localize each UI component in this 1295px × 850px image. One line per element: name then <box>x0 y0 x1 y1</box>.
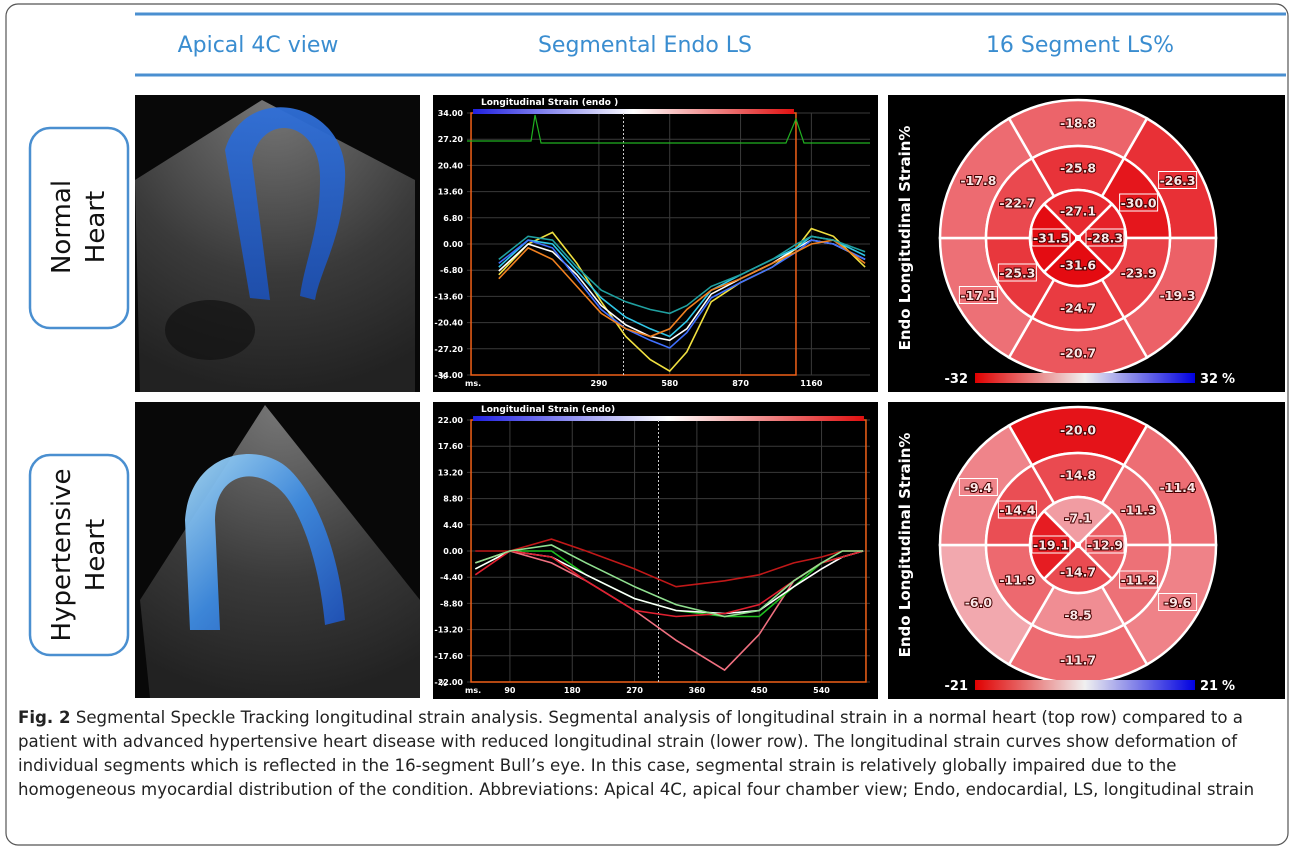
segment-label: -9.4 <box>965 480 993 495</box>
scale-max: 32 <box>1200 372 1218 387</box>
scale-bar <box>975 680 1195 690</box>
segment-label: -27.1 <box>1060 204 1096 219</box>
x-tick-label: 450 <box>751 686 768 695</box>
row-label: Hypertensive <box>47 469 77 642</box>
x-tick-label: 270 <box>626 686 643 695</box>
row-label: Normal <box>47 180 77 274</box>
segment-label: -28.3 <box>1087 231 1123 246</box>
y-tick-label: 27.20 <box>438 135 464 144</box>
center-dot <box>1075 235 1081 241</box>
segment-label: -25.3 <box>999 266 1035 281</box>
y-tick-label: 20.40 <box>438 161 464 170</box>
segment-label: -23.9 <box>1121 266 1157 281</box>
segment-label: -18.8 <box>1060 116 1096 131</box>
segment-label: -6.0 <box>965 595 993 610</box>
segment-label: -11.2 <box>1121 573 1157 588</box>
segment-label: -19.1 <box>1033 538 1069 553</box>
strain-color-bar <box>473 416 864 421</box>
x-tick-label: 90 <box>504 686 516 695</box>
scale-min: -21 <box>945 679 969 694</box>
y-tick-label: -17.60 <box>434 652 463 661</box>
y-unit: % <box>439 372 447 381</box>
row-label: Heart <box>81 191 111 263</box>
segment-label: -14.8 <box>1060 468 1096 483</box>
scale-unit: % <box>1222 372 1235 387</box>
y-tick-label: 17.60 <box>438 442 464 451</box>
chart-title: Longitudinal Strain (endo) <box>481 405 615 415</box>
segment-label: -30.0 <box>1121 196 1157 211</box>
bullseye-side-label: Endo Longitudinal Strain% <box>896 433 914 658</box>
bullseye-side-label: Endo Longitudinal Strain% <box>896 126 914 351</box>
y-tick-label: 6.80 <box>443 214 463 223</box>
x-tick-label: 290 <box>591 379 608 388</box>
column-header: 16 Segment LS% <box>986 33 1174 58</box>
segment-label: -12.9 <box>1087 538 1123 553</box>
row-label-box <box>30 455 128 655</box>
y-tick-label: -13.20 <box>434 626 463 635</box>
segment-label: -14.4 <box>999 503 1035 518</box>
y-tick-label: -6.80 <box>440 266 463 275</box>
segment-label: -11.4 <box>1160 480 1196 495</box>
y-tick-label: -20.40 <box>434 319 463 328</box>
segment-label: -31.5 <box>1033 231 1069 246</box>
scale-unit: % <box>1222 679 1235 694</box>
segment-label: -20.7 <box>1060 346 1096 361</box>
segment-label: -25.8 <box>1060 161 1096 176</box>
column-header: Apical 4C view <box>178 33 339 58</box>
y-tick-label: 0.00 <box>443 547 463 556</box>
x-tick-label: 540 <box>813 686 830 695</box>
x-tick-label: 580 <box>661 379 678 388</box>
y-unit: % <box>439 679 447 688</box>
chart-title: Longitudinal Strain (endo ) <box>481 98 618 108</box>
segment-label: -14.7 <box>1060 565 1096 580</box>
echo-image <box>135 95 420 392</box>
caption: Fig. 2 Segmental Speckle Tracking longit… <box>18 706 1280 802</box>
y-tick-label: 13.20 <box>438 468 464 477</box>
segment-label: -22.7 <box>999 196 1035 211</box>
segment-label: -11.3 <box>1121 503 1157 518</box>
caption-label: Fig. 2 <box>18 708 71 727</box>
caption-text: Segmental Speckle Tracking longitudinal … <box>18 708 1254 799</box>
x-tick-label: 180 <box>564 686 581 695</box>
segment-label: -24.7 <box>1060 301 1096 316</box>
echo-image <box>135 402 420 698</box>
segment-label: -31.6 <box>1060 258 1096 273</box>
segment-label: -20.0 <box>1060 423 1096 438</box>
y-tick-label: -4.40 <box>440 573 463 582</box>
scale-min: -32 <box>945 372 969 387</box>
y-tick-label: 13.60 <box>438 188 464 197</box>
y-tick-label: 34.00 <box>438 109 464 118</box>
segment-label: -17.1 <box>960 288 996 303</box>
row-label: Heart <box>81 519 111 591</box>
segment-label: -17.8 <box>960 173 996 188</box>
y-tick-label: 22.00 <box>438 416 464 425</box>
y-tick-label: -13.60 <box>434 292 463 301</box>
x-tick-label: 870 <box>732 379 749 388</box>
scale-bar <box>975 373 1195 383</box>
segment-label: -11.9 <box>999 573 1035 588</box>
scale-max: 21 <box>1200 679 1218 694</box>
center-dot <box>1075 542 1081 548</box>
y-tick-label: -27.20 <box>434 345 463 354</box>
y-tick-label: 4.40 <box>443 521 463 530</box>
row-label-box <box>30 128 128 328</box>
column-header: Segmental Endo LS <box>538 33 752 58</box>
segment-label: -26.3 <box>1160 173 1196 188</box>
segment-label: -19.3 <box>1160 288 1196 303</box>
strain-color-bar <box>473 109 794 114</box>
x-tick-label: 360 <box>689 686 706 695</box>
x-unit: ms. <box>465 379 481 388</box>
x-tick-label: 1160 <box>800 379 823 388</box>
y-tick-label: -8.80 <box>440 599 463 608</box>
y-tick-label: 0.00 <box>443 240 463 249</box>
segment-label: -11.7 <box>1060 653 1096 668</box>
y-tick-label: 8.80 <box>443 495 463 504</box>
segment-label: -8.5 <box>1064 608 1091 623</box>
x-unit: ms. <box>465 686 481 695</box>
segment-label: -7.1 <box>1064 511 1091 526</box>
page: Apical 4C view Segmental Endo LS 16 Segm… <box>0 0 1295 850</box>
segment-label: -9.6 <box>1164 595 1192 610</box>
